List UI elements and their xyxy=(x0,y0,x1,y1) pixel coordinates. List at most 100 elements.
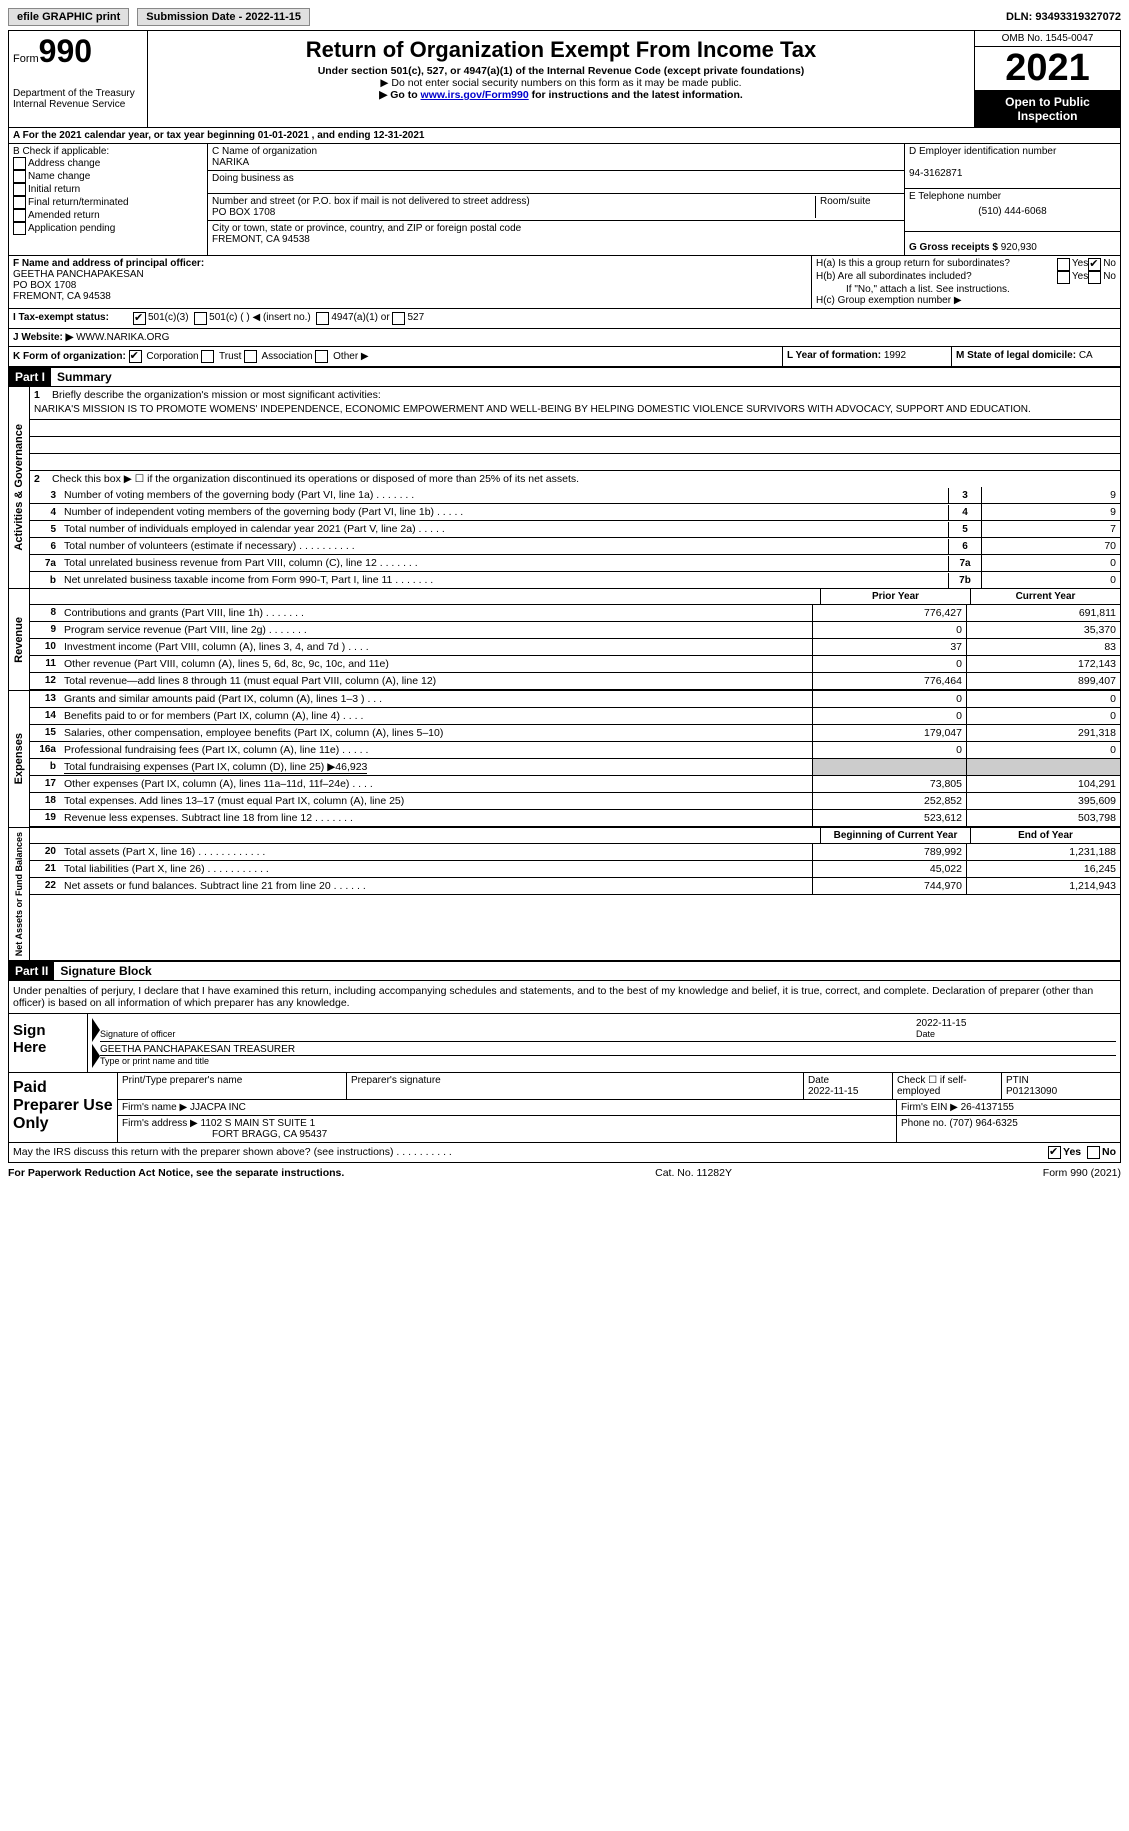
table-row: 4Number of independent voting members of… xyxy=(30,504,1120,521)
vlabel-netassets: Net Assets or Fund Balances xyxy=(13,828,25,960)
governance-section: Activities & Governance 1Briefly describ… xyxy=(9,386,1120,588)
discuss-yes[interactable] xyxy=(1048,1146,1061,1159)
table-row: 10Investment income (Part VIII, column (… xyxy=(30,639,1120,656)
dept-label: Department of the Treasury Internal Reve… xyxy=(13,88,143,110)
table-row: 14Benefits paid to or for members (Part … xyxy=(30,708,1120,725)
officer-name: GEETHA PANCHAPAKESAN xyxy=(13,269,144,280)
i-4947[interactable] xyxy=(316,312,329,325)
table-row: 15Salaries, other compensation, employee… xyxy=(30,725,1120,742)
sign-here-label: Sign Here xyxy=(9,1014,87,1072)
table-row: 13Grants and similar amounts paid (Part … xyxy=(30,691,1120,708)
checkbox-initial-return[interactable] xyxy=(13,183,26,196)
vlabel-revenue: Revenue xyxy=(12,613,26,667)
checkbox-address-change[interactable] xyxy=(13,157,26,170)
discuss-no[interactable] xyxy=(1087,1146,1100,1159)
org-address: PO BOX 1708 xyxy=(212,207,275,218)
calendar-year-row: A For the 2021 calendar year, or tax yea… xyxy=(8,128,1121,367)
i-527[interactable] xyxy=(392,312,405,325)
section-f: F Name and address of principal officer:… xyxy=(9,256,811,308)
checkbox-application-pending[interactable] xyxy=(13,222,26,235)
state-domicile: CA xyxy=(1079,350,1093,361)
begin-year-hdr: Beginning of Current Year xyxy=(820,828,970,843)
year-formation: 1992 xyxy=(884,350,906,361)
table-row: 7aTotal unrelated business revenue from … xyxy=(30,555,1120,572)
section-i: I Tax-exempt status: 501(c)(3) 501(c) ( … xyxy=(9,308,1120,328)
table-row: 11Other revenue (Part VIII, column (A), … xyxy=(30,656,1120,673)
section-d: D Employer identification number94-31628… xyxy=(904,144,1120,255)
i-501c[interactable] xyxy=(194,312,207,325)
note-1: ▶ Do not enter social security numbers o… xyxy=(152,77,970,89)
header-center: Return of Organization Exempt From Incom… xyxy=(148,31,974,127)
table-row: 18Total expenses. Add lines 13–17 (must … xyxy=(30,793,1120,810)
efile-button[interactable]: efile GRAPHIC print xyxy=(8,8,129,26)
checkbox-name-change[interactable] xyxy=(13,170,26,183)
section-b: B Check if applicable: Address change Na… xyxy=(9,144,208,255)
ein-value: 94-3162871 xyxy=(909,168,962,179)
firm-addr1: 1102 S MAIN ST SUITE 1 xyxy=(201,1118,316,1129)
table-row: 22Net assets or fund balances. Subtract … xyxy=(30,878,1120,895)
may-irs-discuss: May the IRS discuss this return with the… xyxy=(13,1146,1048,1159)
ha-yes[interactable] xyxy=(1057,258,1070,271)
firm-phone: (707) 964-6325 xyxy=(949,1118,1017,1129)
form-title: Return of Organization Exempt From Incom… xyxy=(152,37,970,63)
tax-year: 2021 xyxy=(975,47,1120,91)
part2-header: Part II xyxy=(9,962,54,980)
footer: For Paperwork Reduction Act Notice, see … xyxy=(8,1163,1121,1179)
note-2: ▶ Go to www.irs.gov/Form990 for instruct… xyxy=(152,89,970,101)
checkbox-amended-return[interactable] xyxy=(13,209,26,222)
open-inspection: Open to Public Inspection xyxy=(975,91,1120,127)
section-klm: K Form of organization: Corporation Trus… xyxy=(9,346,1120,366)
section-abcde: B Check if applicable: Address change Na… xyxy=(9,143,1120,255)
k-trust[interactable] xyxy=(201,350,214,363)
form-label: Form xyxy=(13,53,39,65)
revenue-section: Revenue Prior YearCurrent Year 8Contribu… xyxy=(9,588,1120,690)
part1-header: Part I xyxy=(9,368,51,386)
sign-here-block: Sign Here 2022-11-15 Signature of office… xyxy=(9,1013,1120,1072)
prep-date: 2022-11-15 xyxy=(808,1086,858,1097)
form-subtitle: Under section 501(c), 527, or 4947(a)(1)… xyxy=(152,65,970,77)
paperwork-notice: For Paperwork Reduction Act Notice, see … xyxy=(8,1167,344,1179)
phone-value: (510) 444-6068 xyxy=(909,202,1116,217)
irs-link[interactable]: www.irs.gov/Form990 xyxy=(421,89,529,101)
k-other[interactable] xyxy=(315,350,328,363)
vlabel-governance: Activities & Governance xyxy=(12,420,26,555)
line-a: A For the 2021 calendar year, or tax yea… xyxy=(13,130,424,141)
submission-date-button[interactable]: Submission Date - 2022-11-15 xyxy=(137,8,310,26)
table-row: 17Other expenses (Part IX, column (A), l… xyxy=(30,776,1120,793)
website-value: WWW.NARIKA.ORG xyxy=(76,332,169,343)
omb-number: OMB No. 1545-0047 xyxy=(975,31,1120,47)
org-city: FREMONT, CA 94538 xyxy=(212,234,310,245)
firm-addr2: FORT BRAGG, CA 95437 xyxy=(122,1129,327,1140)
table-row: 19Revenue less expenses. Subtract line 1… xyxy=(30,810,1120,827)
i-501c3[interactable] xyxy=(133,312,146,325)
checkbox-final-return[interactable] xyxy=(13,196,26,209)
vlabel-expenses: Expenses xyxy=(12,729,26,788)
section-c: C Name of organizationNARIKA Doing busin… xyxy=(208,144,904,255)
hb-yes[interactable] xyxy=(1057,271,1070,284)
k-corp[interactable] xyxy=(129,350,142,363)
part-2: Part II Signature Block Under penalties … xyxy=(8,961,1121,1163)
part-1: Part I Summary Activities & Governance 1… xyxy=(8,367,1121,961)
perjury-declaration: Under penalties of perjury, I declare th… xyxy=(9,980,1120,1013)
prior-year-hdr: Prior Year xyxy=(820,589,970,604)
paid-preparer-block: Paid Preparer Use Only Print/Type prepar… xyxy=(9,1072,1120,1142)
arrow-icon xyxy=(92,1044,100,1068)
table-row: 16aProfessional fundraising fees (Part I… xyxy=(30,742,1120,759)
table-row: 3Number of voting members of the governi… xyxy=(30,487,1120,504)
section-h: H(a) Is this a group return for subordin… xyxy=(811,256,1120,308)
hb-no[interactable] xyxy=(1088,271,1101,284)
k-assoc[interactable] xyxy=(244,350,257,363)
netassets-section: Net Assets or Fund Balances Beginning of… xyxy=(9,827,1120,960)
part2-title: Signature Block xyxy=(54,962,157,980)
table-row: 21Total liabilities (Part X, line 26) . … xyxy=(30,861,1120,878)
cat-no: Cat. No. 11282Y xyxy=(655,1167,732,1179)
table-row: bNet unrelated business taxable income f… xyxy=(30,572,1120,588)
ha-no[interactable] xyxy=(1088,258,1101,271)
part1-title: Summary xyxy=(51,368,118,386)
header-right: OMB No. 1545-0047 2021 Open to Public In… xyxy=(974,31,1120,127)
table-row: 5Total number of individuals employed in… xyxy=(30,521,1120,538)
table-row: 6Total number of volunteers (estimate if… xyxy=(30,538,1120,555)
org-name: NARIKA xyxy=(212,157,249,168)
table-row: 8Contributions and grants (Part VIII, li… xyxy=(30,605,1120,622)
table-row: 12Total revenue—add lines 8 through 11 (… xyxy=(30,673,1120,690)
